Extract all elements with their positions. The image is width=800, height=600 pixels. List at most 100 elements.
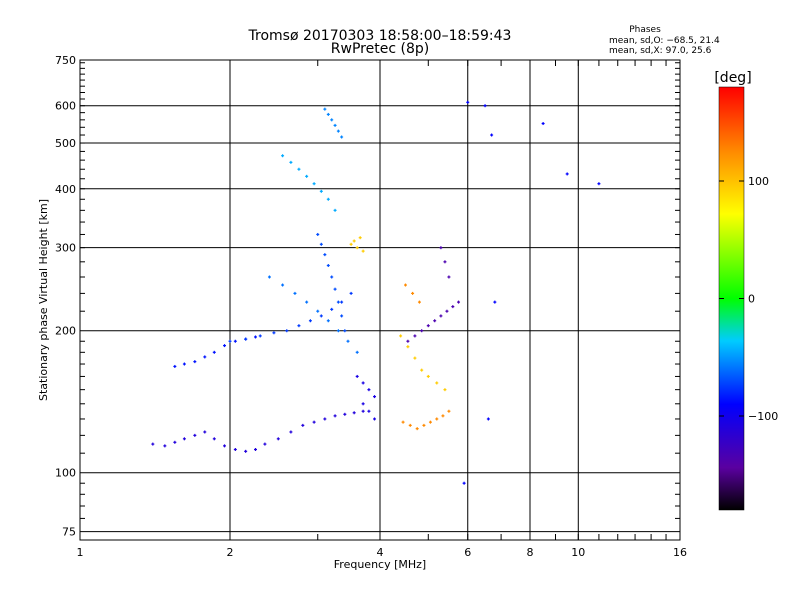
y-tick-label: 75 [62, 526, 76, 539]
data-point-low-band [193, 360, 197, 364]
data-point-ridge [346, 339, 350, 343]
data-point-blue-cluster [373, 395, 377, 399]
data-point-ridge [316, 309, 320, 313]
data-point-x-mode-orange [408, 423, 412, 427]
data-point-mid-band [272, 331, 276, 335]
chart-subtitle: RwPretec (8p) [331, 41, 429, 57]
data-point-x-mode-yellow [420, 368, 424, 372]
data-point-lower-trace [323, 417, 327, 421]
data-points [151, 100, 601, 485]
data-point-x-mode-orange [401, 420, 405, 424]
data-point-x-mode-orange [428, 420, 432, 424]
colorbar-ticks: 100 0 −100 [719, 175, 778, 423]
data-point-upper-trace [297, 167, 301, 171]
data-point-ridge [355, 350, 359, 354]
x-tick-label: 8 [527, 546, 534, 559]
data-point-low-band [253, 335, 257, 339]
data-point-upper-trace [281, 154, 285, 158]
x-tick-label: 16 [673, 546, 687, 559]
colorbar-label: [deg] [714, 70, 751, 86]
chart-title: Tromsø 20170303 18:58:00–18:59:43 [248, 28, 512, 44]
data-point-upper-trace [319, 189, 323, 193]
grid-lines [80, 60, 680, 540]
x-tick-label: 1 [77, 546, 84, 559]
y-tick-label: 200 [55, 325, 76, 338]
colorbar-tick-label: 100 [748, 175, 769, 188]
data-point-scattered [490, 133, 494, 137]
data-point-x-mode-yellow [443, 388, 447, 392]
data-point-violet-trace [439, 246, 443, 250]
data-point-x-mode-yellow [426, 374, 430, 378]
data-point-violet-trace [433, 319, 437, 323]
data-point-ridge [326, 319, 330, 323]
data-point-mid-column [323, 253, 327, 257]
data-point-x-mode-orange [411, 291, 415, 295]
plot-area: 1 2 4 6 8 10 16 75 100 200 300 400 500 600 750 [55, 54, 687, 559]
data-point-x-mode-orange [422, 423, 426, 427]
data-point-lower-trace [301, 423, 305, 427]
data-point-violet-trace [420, 329, 424, 333]
data-point-mid-band [319, 314, 323, 318]
data-point-lower-trace [343, 412, 347, 416]
data-point-lower-trace [203, 430, 207, 434]
data-point-violet-trace [426, 324, 430, 328]
data-point-violet-trace [447, 275, 451, 279]
data-point-blue-cluster [367, 388, 371, 392]
data-point-violet-trace [457, 300, 461, 304]
data-point-lower-trace [193, 433, 197, 437]
data-point-x-mode-orange [415, 427, 419, 431]
data-point-mid-column [336, 300, 340, 304]
colorbar-tick-label: 0 [748, 293, 755, 306]
stats-line-o: mean, sd,O: −68.5, 21.4 [609, 36, 720, 46]
data-point-high-cluster [326, 112, 330, 116]
data-point-scattered [483, 104, 487, 108]
data-point-lower-trace [182, 437, 186, 441]
data-point-scattered [466, 100, 470, 104]
data-point-scattered [493, 300, 497, 304]
data-point-blue-cluster [367, 409, 371, 413]
data-point-x-mode-yellow [435, 381, 439, 385]
data-point-x-mode-orange [441, 414, 445, 418]
data-point-x-mode-yellow [361, 249, 365, 253]
data-point-x-mode-orange [435, 417, 439, 421]
data-point-violet-trace [439, 314, 443, 318]
data-point-violet-trace [406, 339, 410, 343]
data-point-lower-trace [163, 444, 167, 448]
data-point-mid-band [258, 334, 262, 338]
stats-title: Phases [629, 25, 661, 35]
data-point-ridge [267, 275, 271, 279]
data-point-upper-trace [305, 174, 309, 178]
data-point-scattered [462, 481, 466, 485]
data-point-mid-band [228, 339, 232, 343]
x-tick-label: 10 [571, 546, 585, 559]
data-point-low-band [223, 344, 227, 348]
data-point-violet-trace [451, 305, 455, 309]
y-axis-ticks: 75 100 200 300 400 500 600 750 [55, 54, 680, 539]
x-tick-label: 2 [227, 546, 234, 559]
y-tick-label: 400 [55, 183, 76, 196]
data-point-lower-trace [233, 447, 237, 451]
data-point-blue-cluster [355, 374, 359, 378]
data-point-x-mode-yellow [399, 334, 403, 338]
data-point-low-band [173, 364, 177, 368]
data-point-high-cluster [323, 107, 327, 111]
data-point-violet-trace [445, 309, 449, 313]
data-point-mid-column [333, 287, 337, 291]
data-point-x-mode-orange [447, 409, 451, 413]
data-point-upper-trace [289, 160, 293, 164]
data-point-mid-band [340, 300, 344, 304]
x-axis-label: Frequency [MHz] [334, 558, 426, 571]
data-point-low-band [182, 362, 186, 366]
data-point-x-mode-yellow [406, 345, 410, 349]
data-point-ridge [281, 283, 285, 287]
data-point-blue-cluster [373, 417, 377, 421]
data-point-lower-trace [361, 409, 365, 413]
data-point-low-band [233, 339, 237, 343]
data-point-scattered [597, 182, 601, 186]
data-point-lower-trace [312, 420, 316, 424]
data-point-lower-trace [289, 430, 293, 434]
y-tick-label: 500 [55, 137, 76, 150]
y-tick-label: 300 [55, 242, 76, 255]
data-point-mid-column [343, 329, 347, 333]
